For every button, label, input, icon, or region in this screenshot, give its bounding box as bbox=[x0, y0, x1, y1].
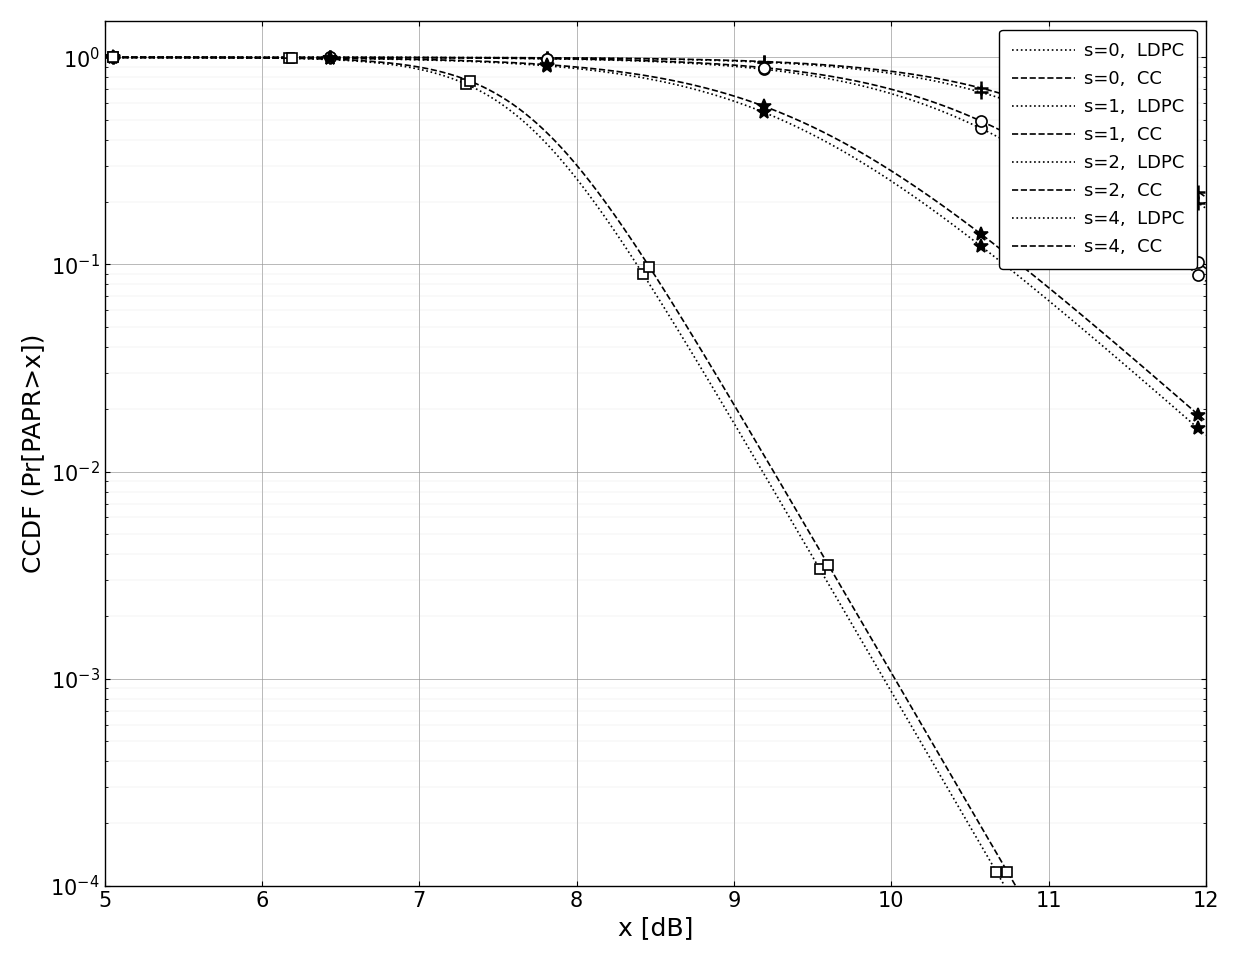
Line: s=1,  CC: s=1, CC bbox=[104, 58, 1207, 268]
s=1,  LDPC bbox=[965, 118, 980, 130]
s=1,  CC bbox=[632, 55, 647, 66]
s=1,  CC bbox=[1199, 262, 1214, 274]
s=4,  LDPC bbox=[103, 52, 118, 63]
s=2,  LDPC bbox=[1166, 401, 1180, 412]
s=4,  CC bbox=[956, 791, 971, 802]
s=4,  LDPC bbox=[952, 803, 967, 815]
s=4,  CC bbox=[187, 52, 202, 63]
s=4,  LDPC bbox=[97, 52, 112, 63]
s=0,  LDPC bbox=[632, 53, 647, 64]
s=4,  CC bbox=[768, 467, 782, 479]
s=4,  CC bbox=[1008, 879, 1023, 891]
s=4,  LDPC bbox=[568, 172, 583, 184]
s=2,  CC bbox=[1167, 388, 1182, 400]
s=0,  CC bbox=[604, 53, 619, 64]
s=2,  CC bbox=[604, 65, 619, 77]
s=1,  LDPC bbox=[604, 55, 619, 66]
Line: s=4,  CC: s=4, CC bbox=[104, 58, 1016, 885]
s=1,  CC bbox=[1167, 237, 1182, 249]
s=2,  CC bbox=[965, 221, 980, 233]
s=1,  CC bbox=[604, 54, 619, 65]
s=0,  LDPC bbox=[97, 52, 112, 63]
s=0,  CC bbox=[1199, 191, 1214, 203]
s=1,  LDPC bbox=[632, 55, 647, 66]
s=2,  LDPC bbox=[97, 52, 112, 63]
s=4,  LDPC bbox=[997, 879, 1012, 891]
s=4,  LDPC bbox=[210, 52, 224, 63]
s=0,  LDPC bbox=[1166, 180, 1180, 191]
s=2,  LDPC bbox=[1167, 402, 1182, 413]
s=2,  LDPC bbox=[632, 71, 647, 83]
s=4,  CC bbox=[97, 52, 112, 63]
s=2,  CC bbox=[632, 69, 647, 81]
s=4,  CC bbox=[373, 57, 388, 68]
s=4,  LDPC bbox=[945, 790, 960, 801]
s=0,  CC bbox=[154, 52, 169, 63]
s=1,  LDPC bbox=[1167, 250, 1182, 261]
s=0,  CC bbox=[965, 80, 980, 91]
s=2,  LDPC bbox=[604, 67, 619, 79]
s=0,  CC bbox=[1167, 170, 1182, 182]
s=4,  CC bbox=[120, 52, 135, 63]
Line: s=4,  LDPC: s=4, LDPC bbox=[104, 58, 1004, 885]
s=0,  LDPC bbox=[1167, 181, 1182, 192]
s=2,  LDPC bbox=[965, 234, 980, 245]
s=1,  LDPC bbox=[1199, 276, 1214, 287]
s=2,  CC bbox=[97, 52, 112, 63]
s=1,  LDPC bbox=[97, 52, 112, 63]
s=1,  CC bbox=[97, 52, 112, 63]
s=1,  CC bbox=[965, 111, 980, 123]
X-axis label: x [dB]: x [dB] bbox=[618, 916, 693, 940]
s=0,  CC bbox=[1166, 169, 1180, 181]
s=1,  LDPC bbox=[1166, 250, 1180, 261]
s=1,  CC bbox=[154, 52, 169, 63]
Line: s=2,  LDPC: s=2, LDPC bbox=[104, 58, 1207, 435]
Line: s=0,  CC: s=0, CC bbox=[104, 58, 1207, 197]
s=4,  LDPC bbox=[449, 74, 464, 86]
s=0,  CC bbox=[97, 52, 112, 63]
Line: s=1,  LDPC: s=1, LDPC bbox=[104, 58, 1207, 282]
s=2,  CC bbox=[1166, 387, 1180, 399]
Line: s=0,  LDPC: s=0, LDPC bbox=[104, 58, 1207, 209]
s=2,  LDPC bbox=[1199, 430, 1214, 441]
s=4,  CC bbox=[377, 57, 392, 68]
s=2,  CC bbox=[1199, 415, 1214, 427]
s=0,  LDPC bbox=[1199, 203, 1214, 214]
Y-axis label: CCDF (Pr[PAPR>x]): CCDF (Pr[PAPR>x]) bbox=[21, 333, 45, 573]
s=0,  LDPC bbox=[965, 84, 980, 95]
s=1,  CC bbox=[1166, 237, 1180, 249]
s=1,  LDPC bbox=[154, 52, 169, 63]
s=0,  CC bbox=[632, 53, 647, 64]
Line: s=2,  CC: s=2, CC bbox=[104, 58, 1207, 421]
s=2,  CC bbox=[154, 52, 169, 63]
s=0,  LDPC bbox=[604, 53, 619, 64]
s=0,  LDPC bbox=[154, 52, 169, 63]
Legend: s=0,  LDPC, s=0,  CC, s=1,  LDPC, s=1,  CC, s=2,  LDPC, s=2,  CC, s=4,  LDPC, s=: s=0, LDPC, s=0, CC, s=1, LDPC, s=1, CC, … bbox=[999, 30, 1197, 269]
s=2,  LDPC bbox=[154, 52, 169, 63]
